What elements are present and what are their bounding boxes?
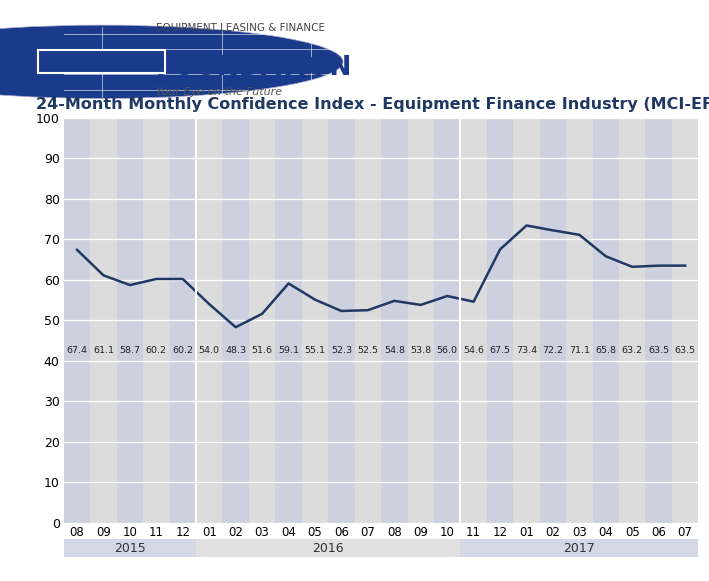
Text: 67.4: 67.4 (67, 346, 87, 355)
Text: 63.5: 63.5 (648, 346, 669, 355)
Bar (619, 118, 645, 523)
Bar (672, 118, 698, 523)
Text: 54.8: 54.8 (384, 346, 405, 355)
Bar (408, 118, 434, 523)
Bar (645, 118, 672, 523)
Text: 51.6: 51.6 (252, 346, 272, 355)
Bar (381, 118, 408, 523)
Text: 65.8: 65.8 (596, 346, 616, 355)
Text: 72.2: 72.2 (542, 346, 564, 355)
Text: 56.0: 56.0 (437, 346, 458, 355)
Bar (487, 118, 513, 523)
Text: 2016: 2016 (313, 541, 344, 555)
Text: 59.1: 59.1 (278, 346, 299, 355)
Text: 73.4: 73.4 (516, 346, 537, 355)
Text: 63.5: 63.5 (674, 346, 696, 355)
Bar (117, 118, 143, 523)
Text: 67.5: 67.5 (490, 346, 510, 355)
Bar (143, 118, 169, 523)
Text: 54.0: 54.0 (199, 346, 220, 355)
Bar (540, 118, 566, 523)
Bar (434, 118, 460, 523)
Text: 52.3: 52.3 (331, 346, 352, 355)
Text: EQUIPMENT LEASING & FINANCE: EQUIPMENT LEASING & FINANCE (156, 23, 325, 33)
Bar (302, 118, 328, 523)
Text: Your Eye on the Future: Your Eye on the Future (156, 88, 282, 98)
Text: 60.2: 60.2 (172, 346, 194, 355)
Bar (223, 118, 249, 523)
Text: FOUNDATION: FOUNDATION (156, 55, 352, 81)
Bar (196, 118, 223, 523)
Bar (249, 118, 275, 523)
Bar (64, 539, 196, 557)
Bar (354, 118, 381, 523)
Bar (196, 539, 460, 557)
Bar (328, 118, 354, 523)
Bar (513, 118, 540, 523)
Text: 61.1: 61.1 (93, 346, 114, 355)
Bar (275, 118, 302, 523)
Title: 24-Month Monthly Confidence Index - Equipment Finance Industry (MCI-EFI): 24-Month Monthly Confidence Index - Equi… (36, 98, 709, 112)
Text: 58.7: 58.7 (119, 346, 140, 355)
Bar (593, 118, 619, 523)
Bar (169, 118, 196, 523)
Bar (460, 539, 698, 557)
Text: 63.2: 63.2 (622, 346, 643, 355)
Bar (566, 118, 593, 523)
Text: 53.8: 53.8 (411, 346, 431, 355)
Text: 52.5: 52.5 (357, 346, 379, 355)
Text: 2017: 2017 (564, 541, 596, 555)
Text: 55.1: 55.1 (304, 346, 325, 355)
Bar (64, 118, 90, 523)
Text: 71.1: 71.1 (569, 346, 590, 355)
Bar (90, 118, 117, 523)
Text: 54.6: 54.6 (463, 346, 484, 355)
Text: 60.2: 60.2 (146, 346, 167, 355)
Bar (460, 118, 487, 523)
Text: 48.3: 48.3 (225, 346, 246, 355)
Text: 2015: 2015 (114, 541, 146, 555)
Circle shape (0, 25, 343, 98)
